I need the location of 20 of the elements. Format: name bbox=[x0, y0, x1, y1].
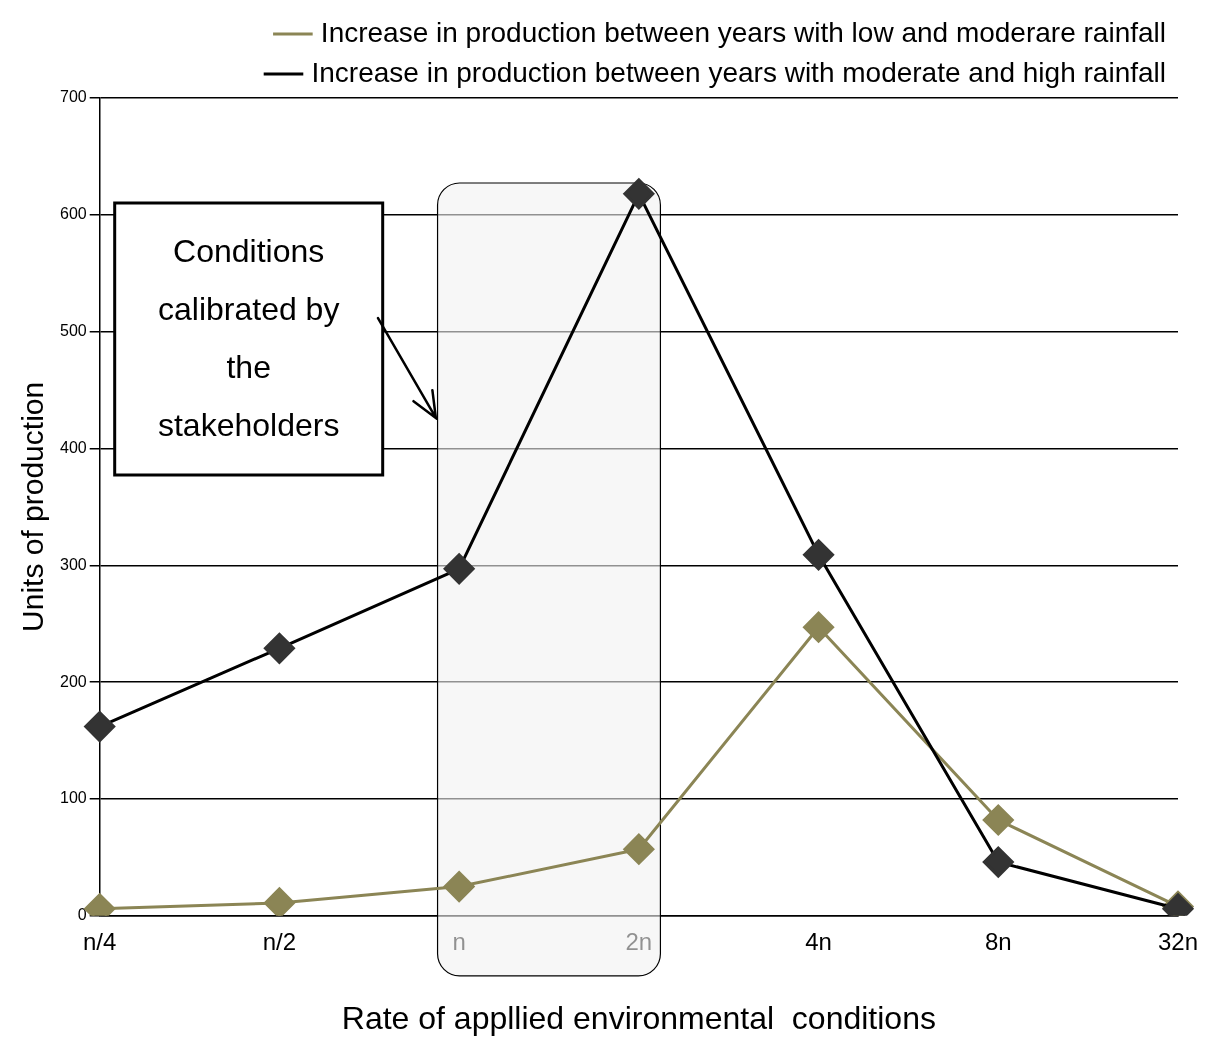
x-axis-title: Rate of appllied environmental conditions bbox=[341, 999, 936, 1036]
y-axis-title: Units of production bbox=[16, 381, 50, 632]
x-tick-label: n bbox=[452, 927, 466, 955]
y-tick-label: 400 bbox=[59, 438, 87, 456]
y-tick-label: 0 bbox=[77, 906, 87, 924]
y-tick-label: 600 bbox=[59, 205, 87, 223]
x-tick-label: 2n bbox=[625, 927, 653, 955]
x-tick-label: n/2 bbox=[262, 927, 297, 955]
x-tick-label: 8n bbox=[984, 927, 1012, 955]
y-tick-label: 300 bbox=[59, 555, 87, 573]
y-tick-label: 500 bbox=[59, 322, 87, 340]
y-tick-label: 100 bbox=[59, 789, 87, 807]
legend-label: Increase in production between years with moderate and high rainfall bbox=[311, 56, 1167, 88]
band-label: Conditions calibrated by the stakeholders bbox=[157, 232, 340, 443]
y-tick-label: 200 bbox=[59, 672, 87, 690]
legend-label: Increase in production between years with low and moderare rainfall bbox=[320, 16, 1167, 48]
x-tick-label: 32n bbox=[1157, 927, 1199, 955]
y-tick-label: 700 bbox=[59, 88, 87, 106]
x-tick-label: n/4 bbox=[83, 927, 117, 955]
x-tick-label: 4n bbox=[805, 927, 832, 955]
